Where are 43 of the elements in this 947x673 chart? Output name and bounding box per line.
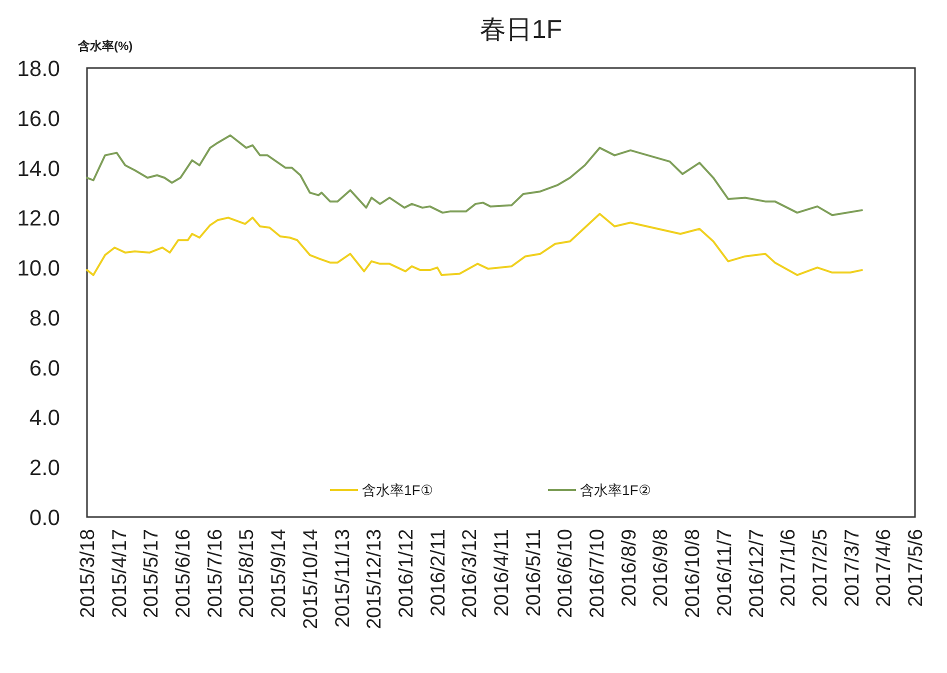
y-tick-label: 14.0	[17, 156, 60, 181]
x-tick-label: 2016/8/9	[618, 529, 640, 607]
legend-label: 含水率1F②	[580, 482, 652, 498]
y-tick-label: 10.0	[17, 256, 60, 281]
x-tick-label: 2015/9/14	[268, 529, 290, 618]
x-tick-label: 2016/3/12	[459, 529, 482, 618]
x-tick-label: 2017/3/7	[841, 529, 864, 607]
line-series	[86, 134, 863, 216]
x-tick-label: 2017/4/6	[873, 529, 896, 607]
y-tick-label: 12.0	[17, 206, 60, 231]
y-tick-label: 6.0	[29, 355, 60, 380]
line-series	[86, 212, 863, 276]
x-tick-label: 2016/1/12	[395, 529, 418, 618]
x-tick-label: 2017/2/5	[809, 529, 832, 607]
legend-label: 含水率1F①	[362, 482, 434, 498]
x-tick-label: 2015/6/16	[172, 529, 195, 618]
x-tick-label: 2016/9/8	[650, 529, 672, 607]
x-tick-label: 2015/10/14	[300, 529, 322, 630]
y-axis-title: 含水率(%)	[77, 39, 133, 53]
y-tick-label: 18.0	[17, 56, 60, 81]
x-tick-label: 2015/5/17	[140, 529, 163, 618]
x-tick-label: 2016/2/11	[427, 529, 450, 616]
x-tick-label: 2016/12/7	[746, 529, 768, 618]
x-tick-label: 2016/7/10	[586, 529, 609, 618]
x-tick-label: 2016/6/10	[554, 529, 577, 618]
x-tick-label: 2015/11/13	[332, 529, 354, 628]
x-tick-label: 2017/1/6	[778, 529, 800, 607]
y-tick-label: 0.0	[29, 505, 60, 530]
x-tick-label: 2016/11/7	[714, 529, 736, 616]
x-tick-label: 2015/7/16	[204, 529, 226, 618]
chart-title: 春日1F	[480, 14, 562, 44]
y-tick-label: 2.0	[29, 455, 60, 480]
x-tick-label: 2015/8/15	[236, 529, 258, 618]
x-tick-label: 2016/10/8	[682, 529, 704, 618]
x-tick-label: 2016/4/11	[491, 529, 513, 616]
x-tick-label: 2015/4/17	[108, 529, 131, 618]
x-tick-label: 2017/5/6	[905, 529, 927, 607]
x-tick-label: 2015/12/13	[364, 529, 386, 630]
x-tick-label: 2015/3/18	[77, 529, 99, 618]
y-tick-label: 16.0	[17, 106, 60, 131]
y-tick-label: 4.0	[29, 405, 60, 430]
y-tick-label: 8.0	[29, 305, 60, 330]
x-tick-label: 2016/5/11	[522, 529, 545, 616]
